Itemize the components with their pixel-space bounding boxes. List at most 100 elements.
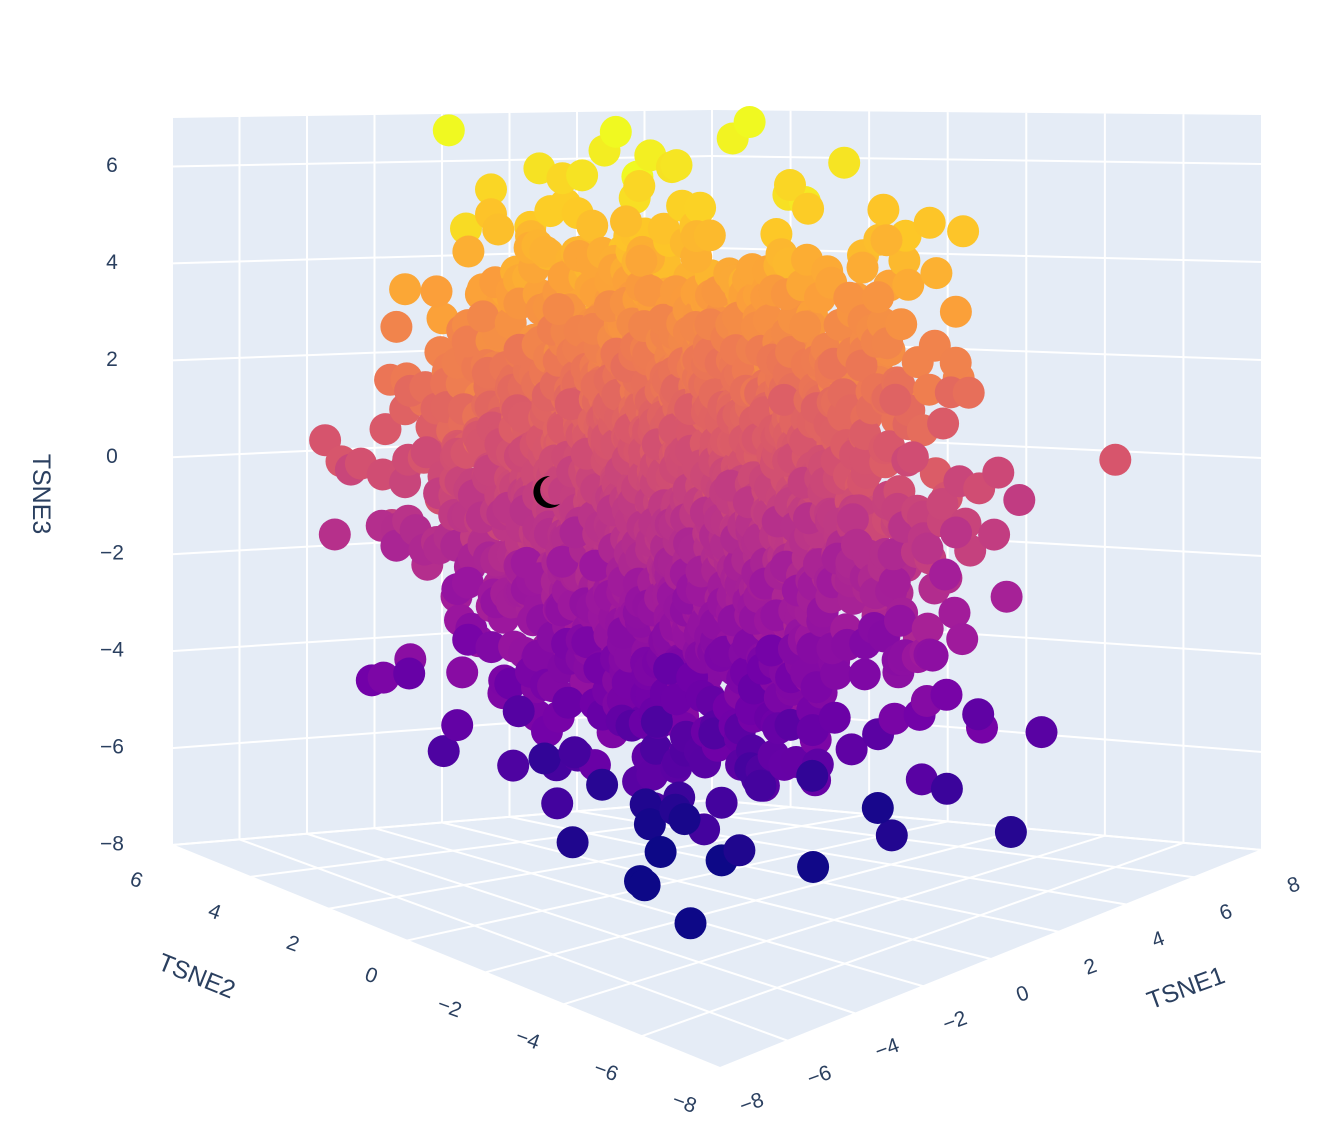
- data-point: [623, 170, 656, 202]
- data-point: [393, 657, 426, 690]
- data-point: [475, 173, 507, 206]
- data-point: [628, 869, 661, 902]
- data-point: [846, 251, 879, 284]
- data-point: [644, 836, 677, 868]
- data-point: [446, 656, 479, 689]
- floor-gridline-y: [719, 849, 1263, 1069]
- floor-gridline-y: [328, 813, 870, 910]
- x-tick-label: −8: [736, 1088, 766, 1118]
- wall-gridline-z-right: [711, 155, 1263, 165]
- y-tick-label: −2: [434, 993, 464, 1023]
- data-point: [576, 209, 609, 242]
- z-tick-label: 6: [106, 154, 118, 177]
- data-point: [625, 244, 658, 277]
- data-point: [848, 658, 881, 691]
- data-point: [529, 235, 562, 268]
- data-point: [693, 219, 726, 252]
- data-point: [380, 310, 413, 343]
- data-point: [497, 749, 530, 782]
- data-point: [926, 488, 959, 520]
- data-point: [528, 742, 561, 775]
- data-point: [929, 558, 962, 591]
- data-point: [566, 159, 599, 192]
- data-point: [441, 709, 474, 742]
- data-point: [896, 441, 929, 474]
- x-tick-label: 6: [1216, 900, 1235, 926]
- floor-gridline-x: [644, 804, 1195, 879]
- data-point: [660, 149, 693, 182]
- data-point: [982, 456, 1015, 489]
- data-point: [862, 281, 895, 314]
- data-point: [990, 580, 1023, 613]
- data-point: [420, 275, 453, 308]
- z-axis-title: TSNE3: [27, 454, 55, 535]
- floor-gridline-x: [171, 844, 721, 1069]
- data-point: [962, 698, 995, 731]
- data-point: [879, 383, 912, 416]
- data-point: [946, 623, 979, 656]
- data-point: [502, 695, 535, 728]
- data-point: [835, 733, 868, 766]
- data-point: [452, 235, 485, 268]
- data-point: [733, 106, 766, 138]
- data-point: [884, 604, 916, 637]
- data-point: [482, 213, 515, 246]
- data-point: [451, 566, 484, 599]
- data-point: [432, 114, 465, 147]
- data-point: [939, 346, 972, 379]
- data-point: [723, 834, 756, 867]
- data-point: [892, 268, 925, 301]
- data-point: [939, 295, 972, 328]
- data-point: [744, 769, 777, 802]
- data-point: [542, 293, 575, 326]
- floor-gridline-x: [441, 821, 992, 960]
- floor-gridline-y: [641, 841, 1184, 1038]
- floor-gridline-x: [576, 810, 1127, 906]
- data-point: [475, 631, 508, 664]
- y-tick-label: 0: [362, 963, 381, 989]
- floor-gridline-y: [484, 827, 1027, 974]
- data-point: [636, 758, 669, 791]
- data-point: [318, 518, 351, 551]
- data-point: [820, 657, 853, 690]
- floor: [172, 800, 1262, 1068]
- y-tick-label: 6: [127, 867, 146, 893]
- data-point: [792, 192, 825, 225]
- data-point: [633, 808, 666, 841]
- data-point: [599, 115, 632, 148]
- data-point: [684, 191, 717, 224]
- data-point: [888, 244, 921, 277]
- data-point: [640, 705, 673, 738]
- data-point: [828, 146, 861, 179]
- z-tick-label: −2: [100, 542, 124, 565]
- data-point: [877, 538, 910, 571]
- data-point: [1003, 484, 1036, 516]
- floor-gridline-x: [374, 827, 924, 988]
- x-tick-label: 0: [1013, 981, 1032, 1007]
- data-point: [836, 503, 869, 536]
- floor-gridline-y: [406, 820, 948, 942]
- x-tick-label: −6: [804, 1061, 834, 1091]
- data-point: [978, 518, 1011, 551]
- moon-cursor-icon: [533, 475, 560, 508]
- x-tick-label: −2: [940, 1006, 970, 1036]
- data-point: [867, 193, 900, 226]
- z-tick-label: 0: [106, 445, 118, 468]
- y-tick-label: −4: [513, 1024, 544, 1054]
- y-tick-label: −6: [591, 1056, 621, 1086]
- data-point: [586, 768, 619, 801]
- floor-gridline-x: [306, 832, 856, 1015]
- data-point: [1025, 716, 1058, 749]
- data-point: [920, 257, 953, 290]
- wall-gridline-z-back: [171, 799, 713, 846]
- data-point: [674, 907, 707, 940]
- x-tick-label: −4: [872, 1034, 903, 1064]
- data-point: [911, 532, 944, 565]
- data-point: [774, 169, 806, 201]
- data-point: [930, 772, 963, 805]
- data-point: [797, 851, 830, 883]
- z-tick-label: −8: [100, 833, 124, 856]
- x-tick-label: 4: [1149, 927, 1168, 953]
- data-point: [845, 349, 878, 382]
